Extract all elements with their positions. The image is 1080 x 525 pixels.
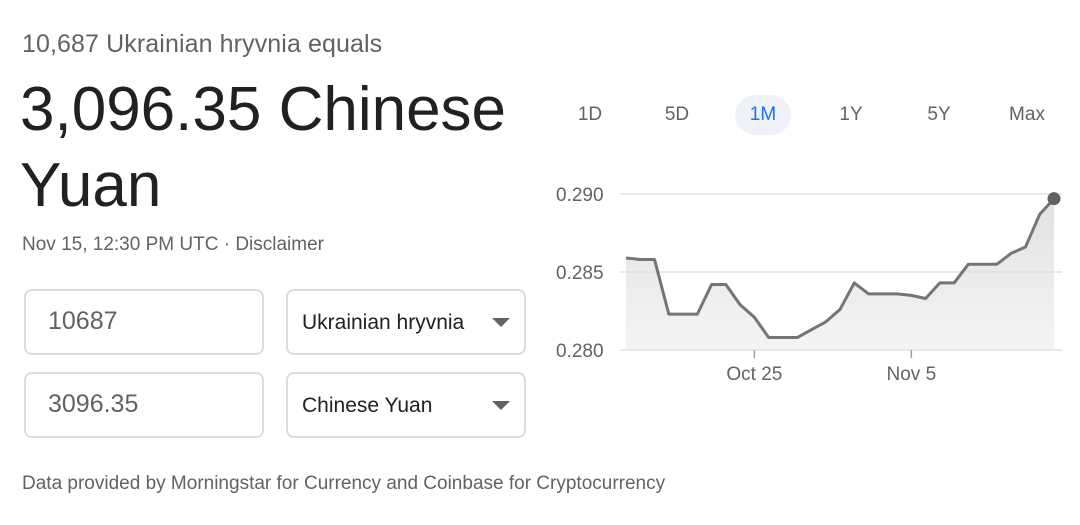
- timestamp: Nov 15, 12:30 PM UTC: [22, 234, 219, 255]
- to-amount-field[interactable]: [24, 372, 264, 438]
- y-tick-label: 0.285: [556, 263, 604, 284]
- from-amount-field[interactable]: [24, 289, 264, 355]
- dropdown-arrow-icon: [492, 401, 510, 410]
- conversion-summary: 10,687 Ukrainian hryvnia equals: [22, 30, 383, 58]
- conversion-result: 3,096.35 Chinese Yuan: [20, 75, 507, 220]
- x-tick-label: Oct 25: [726, 364, 782, 385]
- y-tick-label: 0.290: [556, 185, 604, 206]
- rate-line: [625, 197, 1056, 340]
- rate-area: [626, 198, 1054, 350]
- tab-1y[interactable]: 1Y: [839, 104, 863, 125]
- exchange-rate-chart[interactable]: 0.290 0.285 0.280 Oct 25 Nov 5: [540, 160, 1080, 400]
- tab-5y[interactable]: 5Y: [927, 104, 951, 125]
- data-attribution: Data provided by Morningstar for Currenc…: [22, 473, 666, 494]
- range-tabs: 1D 5D 1M 1Y 5Y Max: [546, 95, 1076, 135]
- from-amount-input[interactable]: [48, 307, 238, 336]
- from-currency-value: Ukrainian hryvnia: [302, 311, 465, 334]
- to-currency-value: Chinese Yuan: [302, 394, 433, 417]
- separator: ·: [223, 234, 231, 255]
- latest-value-dot: [1047, 192, 1061, 206]
- x-tick-label: Nov 5: [887, 364, 937, 385]
- disclaimer-link[interactable]: Disclaimer: [235, 234, 324, 255]
- tab-5d[interactable]: 5D: [664, 104, 690, 125]
- tab-1m[interactable]: 1M: [735, 95, 791, 135]
- timestamp-line: Nov 15, 12:30 PM UTC · Disclaimer: [22, 234, 324, 256]
- y-tick-label: 0.280: [556, 341, 604, 362]
- to-currency-select[interactable]: Chinese Yuan: [286, 372, 526, 438]
- to-amount-input[interactable]: [48, 390, 238, 419]
- tab-max[interactable]: Max: [1009, 104, 1045, 125]
- from-currency-select[interactable]: Ukrainian hryvnia: [286, 289, 526, 355]
- tab-1d[interactable]: 1D: [577, 104, 603, 125]
- dropdown-arrow-icon: [492, 318, 510, 327]
